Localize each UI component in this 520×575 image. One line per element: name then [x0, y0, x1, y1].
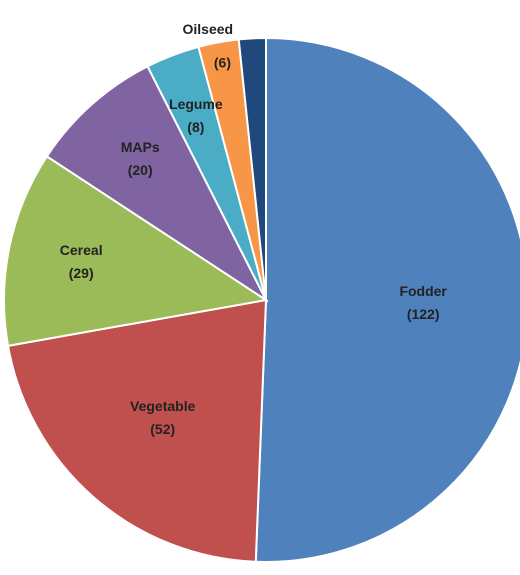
pie-slice	[6, 298, 268, 563]
slice-value-label: (8)	[187, 119, 204, 135]
pie-slice	[45, 64, 269, 303]
slice-value-label: (6)	[214, 55, 231, 71]
pie-slice	[254, 36, 520, 563]
slice-label: Oilseed	[182, 21, 233, 37]
slice-label: Cereal	[60, 242, 103, 258]
slice-value-label: (52)	[150, 421, 175, 437]
slice-value-label: (122)	[407, 306, 440, 322]
pie-slice	[237, 36, 267, 301]
slice-value-label: (20)	[128, 162, 153, 178]
slice-value-label: (29)	[69, 265, 94, 281]
slice-label: Fodder	[399, 283, 447, 299]
slice-label: MAPs	[121, 139, 160, 155]
slice-label: Vegetable	[130, 398, 196, 414]
pie-slice	[3, 155, 269, 348]
slice-label: Legume	[169, 96, 223, 112]
